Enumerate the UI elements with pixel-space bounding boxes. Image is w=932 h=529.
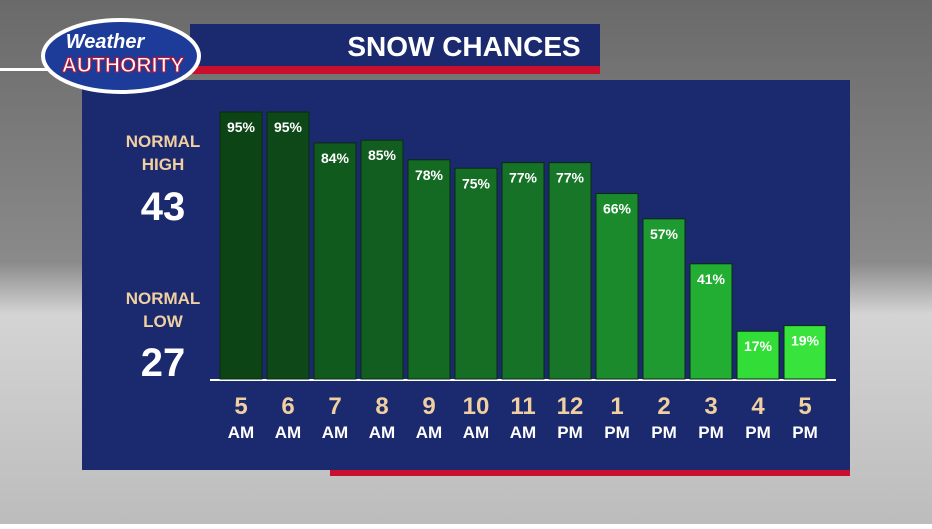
value-label: 17%	[744, 338, 773, 354]
value-label: 19%	[791, 333, 820, 349]
logo-text: Weather	[66, 31, 146, 53]
baseline	[210, 379, 836, 381]
value-label: 41%	[697, 271, 726, 287]
bar	[407, 159, 451, 380]
value-label: 95%	[274, 119, 303, 135]
bar	[501, 162, 545, 380]
title-banner	[190, 24, 600, 70]
x-tick-label: 4 PM	[745, 393, 771, 442]
accent-line	[0, 68, 50, 71]
value-label: 77%	[556, 170, 585, 186]
value-label: 77%	[509, 170, 538, 186]
chart-title: SNOW CHANCES	[347, 31, 580, 62]
x-tick-label: 10 AM	[463, 393, 490, 442]
bar	[783, 325, 827, 380]
normal-low-label: NORMAL	[126, 289, 201, 308]
normal-low-value: 27	[141, 341, 186, 385]
x-tick-label: 3 PM	[698, 393, 724, 442]
value-label: 78%	[415, 167, 444, 183]
bar	[266, 111, 310, 380]
panel-stripe	[330, 470, 850, 476]
value-label: 75%	[462, 175, 491, 191]
value-label: 66%	[603, 201, 632, 217]
x-tick-label: 2 PM	[651, 393, 677, 442]
normal-low-label: LOW	[143, 312, 184, 331]
normal-high-label: NORMAL	[126, 132, 201, 151]
bar	[219, 111, 263, 380]
bar	[595, 193, 639, 380]
bar	[360, 139, 404, 380]
x-tick-label: 7 AM	[322, 393, 348, 442]
x-tick-label: 9 AM	[416, 393, 442, 442]
bar	[454, 167, 498, 380]
bar	[313, 142, 357, 380]
x-tick-label: 5 PM	[792, 393, 818, 442]
logo-text: AUTHORITY	[62, 54, 185, 77]
x-tick-label: 12 PM	[557, 393, 584, 442]
x-tick-label: 11 AM	[510, 393, 536, 442]
x-tick-label: 1 PM	[604, 393, 630, 442]
x-tick-label: 5 AM	[228, 393, 254, 442]
x-tick-label: 6 AM	[275, 393, 301, 442]
value-label: 85%	[368, 147, 397, 163]
value-label: 95%	[227, 119, 256, 135]
value-label: 57%	[650, 226, 679, 242]
bar	[642, 218, 686, 380]
normal-high-value: 43	[141, 185, 186, 229]
value-label: 84%	[321, 150, 350, 166]
bar	[548, 162, 592, 380]
bar	[736, 330, 780, 380]
title-stripe	[190, 66, 600, 74]
logo	[41, 18, 201, 94]
x-tick-label: 8 AM	[369, 393, 395, 442]
normal-high-label: HIGH	[142, 155, 185, 174]
bar	[689, 263, 733, 380]
